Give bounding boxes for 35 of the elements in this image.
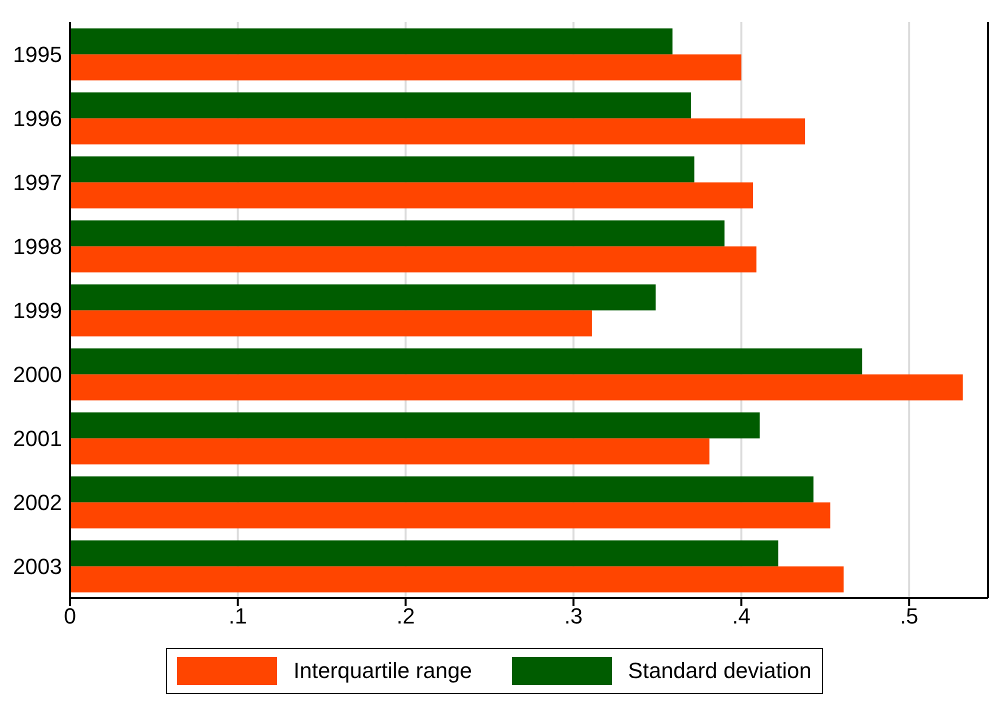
x-tick-label: .4	[732, 604, 750, 629]
bar	[70, 156, 694, 182]
bar	[70, 182, 754, 208]
y-tick-label: 1995	[13, 42, 62, 67]
bar	[70, 412, 760, 438]
bar	[70, 92, 691, 118]
y-tick-label: 1996	[13, 106, 62, 131]
x-tick-label: .2	[396, 604, 415, 629]
bar	[70, 502, 830, 528]
legend-label: Interquartile range	[293, 658, 472, 684]
bar	[70, 566, 844, 592]
y-tick-label: 1998	[13, 234, 62, 259]
bar	[70, 348, 862, 374]
bar	[70, 476, 814, 502]
bar	[70, 220, 725, 246]
bar	[70, 118, 806, 144]
y-tick-label: 2002	[13, 490, 62, 515]
y-tick-label: 2000	[13, 362, 62, 387]
bar	[70, 28, 672, 54]
bar	[70, 540, 778, 566]
bar	[70, 310, 592, 336]
y-tick-label: 1997	[13, 170, 62, 195]
x-tick-label: 0	[64, 604, 76, 629]
y-tick-label: 2001	[13, 426, 62, 451]
x-tick-label: .1	[228, 604, 248, 629]
y-tick-label: 1999	[13, 298, 62, 323]
bar	[70, 54, 742, 80]
bar	[70, 438, 710, 464]
x-tick-label: .3	[564, 604, 583, 629]
x-tick-label: .5	[900, 604, 918, 629]
bar	[70, 246, 756, 272]
bar	[70, 284, 656, 310]
bar	[70, 374, 963, 400]
legend-label: Standard deviation	[628, 658, 812, 684]
y-tick-label: 2003	[13, 554, 62, 579]
